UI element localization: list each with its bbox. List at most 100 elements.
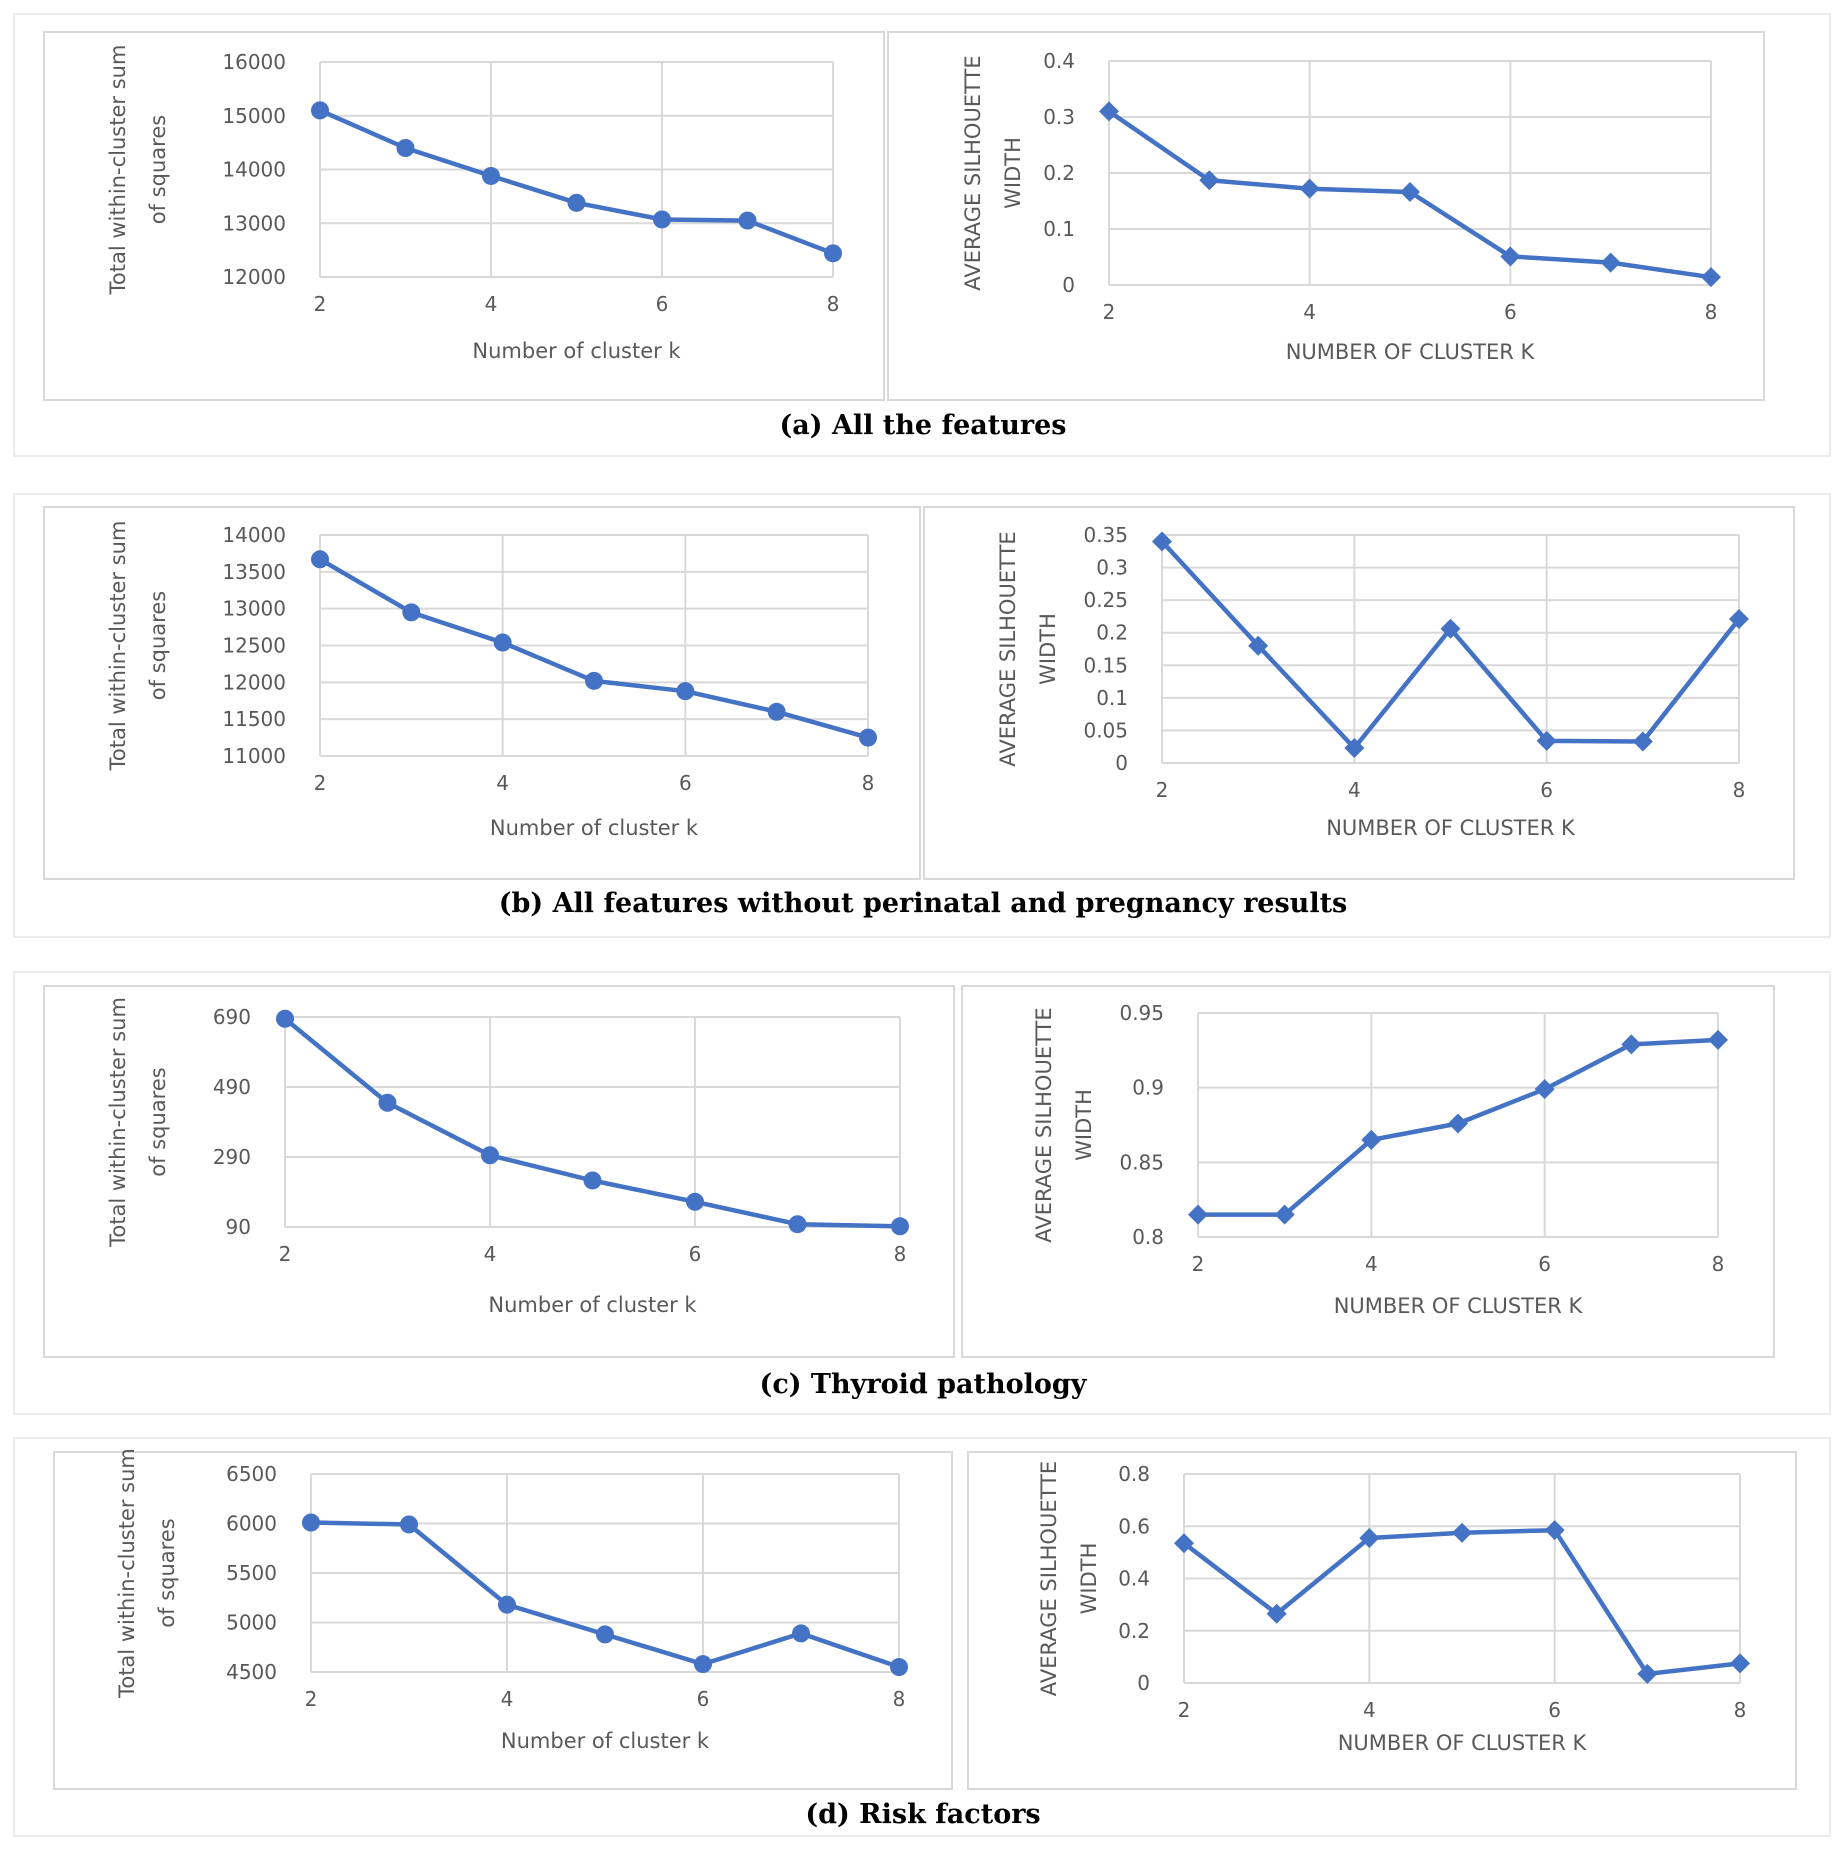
y-tick-label: 0.95 [1119,1001,1164,1025]
data-point [1174,1533,1194,1554]
y-tick-label: 0.8 [1118,1462,1150,1486]
data-point [583,1171,602,1190]
x-tick-label: 2 [1178,1698,1191,1722]
data-point [1344,738,1365,759]
x-tick-label: 2 [1156,778,1169,802]
x-tick-label: 4 [1363,1698,1376,1722]
y-tick-label: 490 [213,1075,251,1099]
data-point [676,682,695,701]
y-tick-label: 5500 [226,1561,277,1585]
y-tick-label: 0.2 [1096,621,1128,645]
y-axis-label: of squares [146,1067,170,1176]
data-point [1544,1520,1565,1541]
data-point [311,101,329,120]
chart-frame-a-wss [43,31,885,401]
y-tick-label: 0.3 [1096,556,1128,580]
x-axis-label: NUMBER OF CLUSTER K [1326,816,1576,840]
x-tick-label: 6 [656,292,669,316]
x-tick-label: 2 [1192,1252,1205,1276]
y-axis-label: of squares [146,115,170,224]
data-point [767,702,786,721]
y-tick-label: 0.05 [1083,718,1128,742]
panel-d-frame [13,1437,1831,1837]
data-point [1248,635,1269,656]
x-tick-label: 2 [314,292,327,316]
x-tick-label: 4 [1303,300,1316,324]
data-point [402,603,421,622]
y-tick-label: 0.9 [1132,1076,1164,1100]
data-point [1199,170,1220,191]
y-tick-label: 0.4 [1118,1567,1150,1591]
data-point [738,211,757,230]
y-tick-label: 12500 [222,634,286,658]
caption-c: (c) Thyroid pathology [760,1369,1088,1400]
y-axis-label: WIDTH [1072,1089,1096,1161]
chart-c-within-cluster-ss: 90 290 490 690 2 4 6 8 Number of cluster k Total … [106,997,909,1317]
y-tick-label: 0.4 [1043,49,1075,73]
panel-c-frame [13,971,1831,1415]
data-point [481,1146,499,1165]
x-tick-label: 8 [1734,1698,1747,1722]
data-point [302,1513,320,1532]
data-point [311,550,329,569]
data-point [1099,101,1119,122]
data-point [1730,1653,1750,1674]
chart-b-within-cluster-ss: 11000 11500 12000 12500 13000 13500 14000 2 4 6 8 N… [106,521,877,840]
y-tick-label: 0.2 [1043,161,1075,185]
x-tick-label: 6 [1538,1252,1551,1276]
caption-a: (a) All the features [780,410,1067,441]
x-axis-label: NUMBER OF CLUSTER K [1338,1731,1588,1755]
panel-b-frame [13,493,1831,938]
y-axis-label: AVERAGE SILHOUETTE [996,531,1020,766]
y-tick-label: 15000 [222,104,286,128]
y-axis-label: AVERAGE SILHOUETTE [1032,1007,1056,1242]
y-tick-label: 0.35 [1083,523,1128,547]
chart-frame-b-sil [923,506,1795,880]
chart-frame-a-sil [887,31,1765,401]
x-tick-label: 8 [862,771,875,795]
y-tick-label: 6500 [226,1462,277,1486]
data-point [1600,252,1621,273]
x-axis-label: NUMBER OF CLUSTER K [1334,1294,1584,1318]
data-point [1266,1603,1287,1624]
x-axis-label: Number of cluster k [488,1293,697,1317]
x-tick-label: 2 [305,1687,318,1711]
y-tick-label: 290 [213,1145,251,1169]
x-axis-label: Number of cluster k [490,816,699,840]
data-point [1440,618,1461,639]
chart-frame-c-sil [961,985,1775,1358]
data-point [890,1658,908,1677]
chart-a-within-cluster-ss: 12000 13000 14000 15000 16000 2 4 6 8 Number of c… [106,45,842,363]
caption-b: (b) All features without perinatal and p… [499,888,1348,919]
y-axis-label: Total within-cluster sum [106,45,130,296]
data-point [482,166,500,185]
x-tick-label: 4 [496,771,509,795]
data-point [1632,731,1653,752]
y-tick-label: 90 [226,1215,251,1239]
data-point [1621,1034,1642,1055]
data-point [1701,267,1721,288]
y-tick-label: 0 [1115,751,1128,775]
y-axis-label: WIDTH [1001,137,1025,209]
x-tick-label: 4 [1365,1252,1378,1276]
chart-frame-d-wss [53,1451,953,1790]
y-axis-label: AVERAGE SILHOUETTE [1037,1461,1061,1696]
y-tick-label: 5000 [226,1611,277,1635]
y-tick-label: 0.2 [1118,1619,1150,1643]
data-point [686,1192,704,1211]
y-tick-label: 0.15 [1083,653,1128,677]
data-point [891,1217,909,1236]
chart-b-silhouette: 0 0.05 0.1 0.15 0.2 0.25 0.3 0.35 2 4 6 8 NUMBER OF … [996,523,1749,840]
x-tick-label: 6 [679,771,692,795]
data-point [788,1215,807,1234]
data-point [396,139,415,157]
data-point [1299,178,1320,199]
data-point [1729,609,1749,630]
x-axis-label: Number of cluster k [501,1729,710,1753]
data-point [1152,531,1172,552]
y-tick-label: 16000 [222,50,286,74]
y-tick-label: 13000 [222,597,286,621]
data-point [1452,1522,1472,1543]
x-tick-label: 4 [1348,778,1361,802]
chart-frame-c-wss [43,985,955,1358]
